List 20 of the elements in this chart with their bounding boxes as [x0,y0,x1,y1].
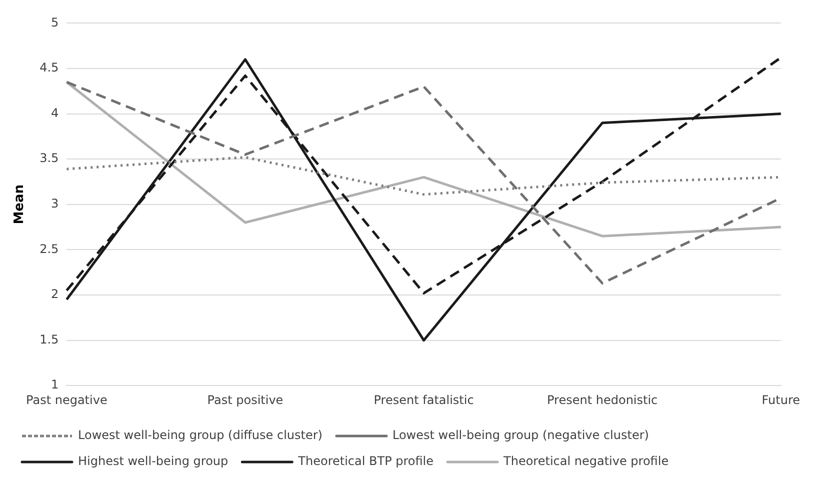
y-tick-label: 1 [51,378,59,392]
y-axis-title: Mean [12,184,28,224]
y-tick-label: 1.5 [40,332,59,346]
legend-label: Lowest well-being group (negative cluster) [392,428,649,442]
y-tick-label: 3 [51,196,59,211]
legend-label: Lowest well-being group (diffuse cluster) [78,428,322,442]
x-tick-label: Present hedonistic [547,392,658,407]
legend-label: Theoretical BTP profile [297,454,434,468]
x-tick-label: Future [762,392,800,407]
y-tick-label: 4 [51,106,59,120]
x-tick-label: Past negative [26,392,108,407]
y-tick-label: 4.5 [40,60,59,75]
y-tick-label: 2.5 [40,242,59,256]
y-tick-label: 2 [51,287,59,302]
x-tick-label: Past positive [207,392,284,407]
legend-label: Theoretical negative profile [502,454,669,468]
x-tick-label: Present fatalistic [374,392,474,407]
y-tick-label: 5 [51,15,59,30]
y-tick-label: 3.5 [40,151,59,166]
legend-label: Highest well-being group [78,454,228,468]
